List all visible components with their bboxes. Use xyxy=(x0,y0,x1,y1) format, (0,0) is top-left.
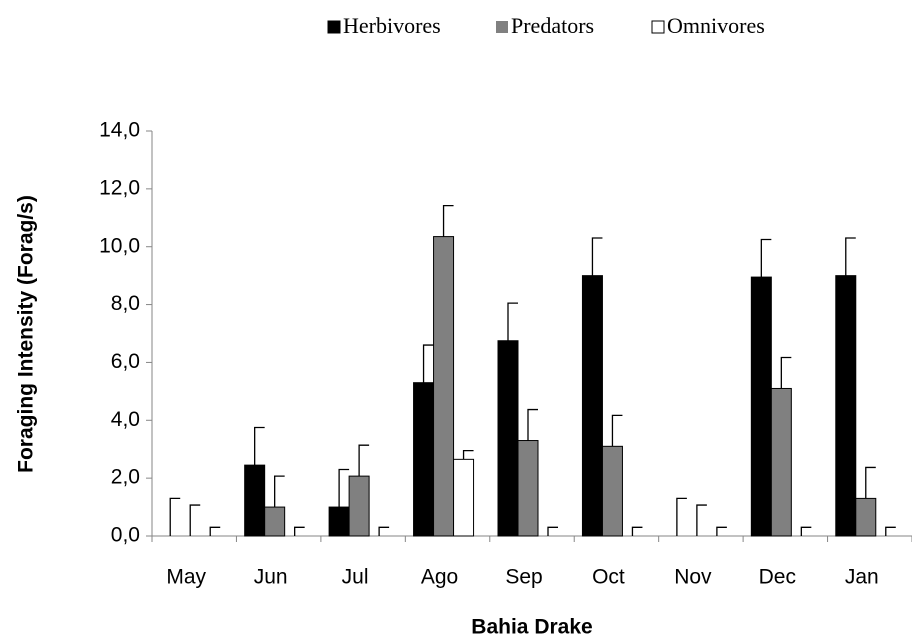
bar xyxy=(264,506,286,537)
legend-swatch xyxy=(651,20,665,34)
x-tick-label: Jan xyxy=(845,566,879,589)
x-tick-label: May xyxy=(166,566,206,589)
bar xyxy=(328,506,350,537)
y-tick-label: 10,0 xyxy=(99,234,140,257)
error-bar xyxy=(422,344,434,383)
x-tick-label: Jul xyxy=(342,566,369,589)
x-tick-label: Oct xyxy=(592,566,625,589)
error-bar xyxy=(507,302,518,341)
bar xyxy=(750,276,772,537)
x-tick-label: Dec xyxy=(759,566,796,589)
error-bar xyxy=(338,468,350,508)
bar xyxy=(244,464,266,537)
error-bar xyxy=(845,237,856,276)
error-bar xyxy=(209,526,221,536)
x-tick-label: Ago xyxy=(421,566,458,589)
bar xyxy=(348,475,370,537)
x-tick-label: Jun xyxy=(254,566,288,589)
error-bar xyxy=(294,526,305,536)
error-bar xyxy=(631,526,643,536)
y-axis-title: Foraging Intensity (Forag/s) xyxy=(15,195,38,473)
legend-swatch xyxy=(327,20,341,34)
error-bar xyxy=(611,414,623,447)
bar xyxy=(453,458,475,537)
error-bar xyxy=(254,426,265,466)
bar xyxy=(835,275,857,537)
bar xyxy=(770,387,792,537)
error-bar xyxy=(885,526,896,536)
x-tick-label: Sep xyxy=(505,566,542,589)
error-bar xyxy=(760,238,772,278)
legend-label: Omnivores xyxy=(667,13,765,38)
error-bar xyxy=(274,475,285,508)
bar xyxy=(601,445,623,537)
error-bar xyxy=(378,526,390,536)
x-axis-title: Bahia Drake xyxy=(471,616,592,639)
y-tick-label: 4,0 xyxy=(111,408,140,431)
error-bar xyxy=(865,466,876,499)
error-bar xyxy=(527,408,538,441)
x-tick-label: Nov xyxy=(674,566,712,589)
bar xyxy=(855,497,877,537)
error-bar xyxy=(780,356,792,389)
error-bar xyxy=(442,204,454,237)
bar xyxy=(413,382,435,537)
bar xyxy=(497,340,519,537)
bar xyxy=(433,236,455,537)
error-bar xyxy=(169,497,181,536)
legend-label: Herbivores xyxy=(343,13,441,38)
y-tick-label: 0,0 xyxy=(111,524,140,547)
y-tick-label: 6,0 xyxy=(111,350,140,373)
error-bar xyxy=(547,526,558,536)
error-bar xyxy=(189,504,201,536)
legend-label: Predators xyxy=(511,13,594,38)
y-tick-label: 12,0 xyxy=(99,176,140,199)
legend-swatch xyxy=(496,21,508,33)
y-tick-label: 2,0 xyxy=(111,466,140,489)
error-bar xyxy=(358,444,370,477)
error-bar xyxy=(696,504,707,536)
y-tick-label: 14,0 xyxy=(99,119,140,142)
bar xyxy=(517,440,539,537)
error-bar xyxy=(716,526,727,536)
error-bar xyxy=(462,450,474,460)
bar xyxy=(581,275,603,537)
y-tick-label: 8,0 xyxy=(111,292,140,315)
error-bar xyxy=(591,237,603,276)
error-bar xyxy=(676,497,687,536)
error-bar xyxy=(800,526,812,536)
